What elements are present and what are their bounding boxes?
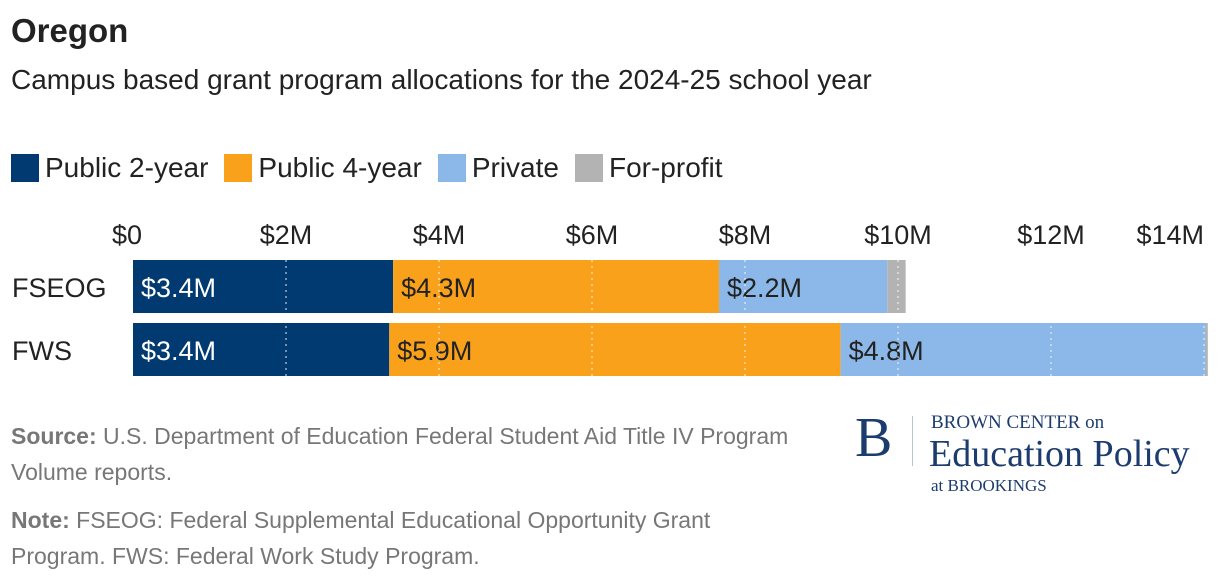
y-category-label: FSEOG bbox=[12, 273, 107, 303]
data-label: $4.3M bbox=[401, 273, 476, 303]
x-tick-label: $10M bbox=[864, 220, 932, 250]
legend-item: For-profit bbox=[574, 152, 723, 184]
logo-line2: Education Policy bbox=[929, 433, 1190, 475]
legend-swatch bbox=[574, 154, 603, 182]
x-tick-label: $8M bbox=[719, 220, 772, 250]
x-tick-label: $4M bbox=[413, 220, 466, 250]
bar-segment bbox=[718, 260, 888, 313]
chart-title: Oregon bbox=[11, 12, 129, 49]
data-label: $4.8M bbox=[849, 336, 924, 366]
bar-segment bbox=[133, 260, 394, 313]
data-label: $2.2M bbox=[727, 273, 802, 303]
legend-item: Public 2-year bbox=[11, 152, 208, 184]
legend-label: Public 4-year bbox=[258, 152, 422, 183]
x-tick-label: $2M bbox=[260, 220, 313, 250]
legend-swatch bbox=[437, 154, 466, 182]
bar-segment bbox=[393, 260, 719, 313]
legend-swatch bbox=[11, 154, 39, 182]
legend-label: Public 2-year bbox=[45, 152, 209, 183]
note-text: FSEOG: Federal Supplemental Educational … bbox=[11, 507, 711, 569]
legend-item: Private bbox=[437, 152, 559, 184]
x-tick-label: $0 bbox=[112, 220, 142, 250]
logo-divider bbox=[912, 416, 913, 466]
bar-segment bbox=[133, 323, 390, 376]
bar-segment bbox=[840, 323, 1206, 376]
data-label: $3.4M bbox=[141, 273, 216, 303]
bar-chart: $0 $2M $4M $6M $8M $10M $12M $14M FSEOG $3.4M $4.3… bbox=[12, 220, 1208, 376]
source-text: U.S. Department of Education Federal Stu… bbox=[11, 423, 789, 485]
note: Note: FSEOG: Federal Supplemental Educat… bbox=[11, 502, 811, 574]
note-label: Note: bbox=[11, 507, 70, 533]
bar-segment bbox=[1205, 323, 1208, 376]
logo-line3: at BROOKINGS bbox=[931, 476, 1047, 495]
logo-letter: B bbox=[855, 407, 893, 469]
bar-segment bbox=[887, 260, 906, 313]
y-category-label: FWS bbox=[12, 336, 72, 366]
legend-label: Private bbox=[471, 152, 559, 183]
bar-segment bbox=[389, 323, 841, 376]
legend-swatch bbox=[224, 154, 253, 182]
logo-line1: BROWN CENTER on bbox=[931, 412, 1105, 433]
source-label: Source: bbox=[11, 423, 97, 449]
x-tick-label: $12M bbox=[1017, 220, 1085, 250]
x-tick-label: $6M bbox=[566, 220, 619, 250]
source-note: Source: U.S. Department of Education Fed… bbox=[11, 418, 791, 490]
data-label: $5.9M bbox=[397, 336, 472, 366]
legend-item: Public 4-year bbox=[224, 152, 422, 184]
legend: Public 2-year Public 4-year Private For-pro… bbox=[11, 152, 723, 184]
x-tick-label: $14M bbox=[1136, 220, 1204, 250]
chart-subtitle: Campus based grant program allocations f… bbox=[11, 64, 872, 95]
data-label: $3.4M bbox=[141, 336, 216, 366]
legend-label: For-profit bbox=[608, 152, 723, 183]
